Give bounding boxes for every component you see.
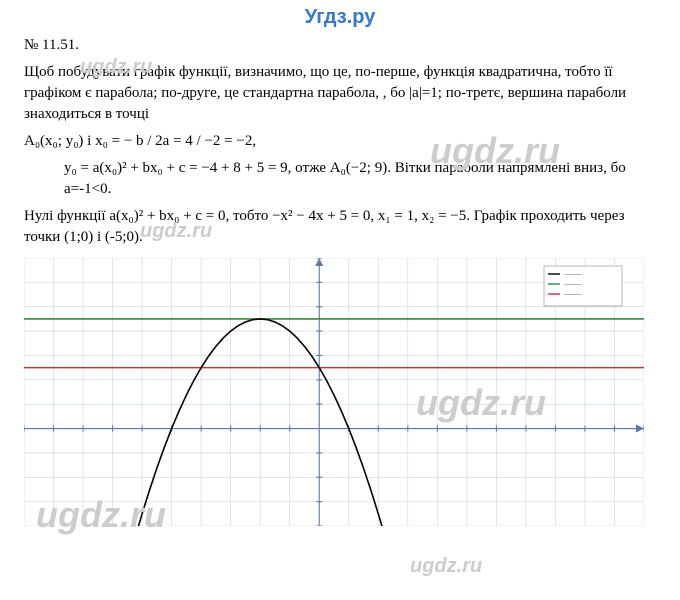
svg-text:———: ———: [564, 282, 582, 288]
paragraph-2: A₀(x₀; y₀) і x₀ = − b / 2a = 4 / −2 = −2…: [24, 131, 656, 152]
svg-text:———: ———: [564, 272, 582, 278]
paragraph-3: y₀ = a(x₀)² + bx₀ + c = −4 + 8 + 5 = 9, …: [64, 158, 656, 200]
content-block: № 11.51. Щоб побудувати графік функції, …: [0, 35, 680, 248]
watermark-text: ugdz.ru: [410, 555, 482, 578]
svg-text:———: ———: [564, 292, 582, 298]
chart-container: ——— ——— ———: [0, 254, 680, 526]
parabola-chart: ——— ——— ———: [24, 258, 644, 526]
paragraph-4: Нулі функції a(x₀)² + bx₀ + c = 0, тобто…: [24, 206, 656, 248]
site-title: Угдз.ру: [305, 6, 376, 28]
problem-number: № 11.51.: [24, 35, 656, 56]
paragraph-1: Щоб побудувати графік функції, визначимо…: [24, 62, 656, 125]
page-header: Угдз.ру: [0, 0, 680, 35]
